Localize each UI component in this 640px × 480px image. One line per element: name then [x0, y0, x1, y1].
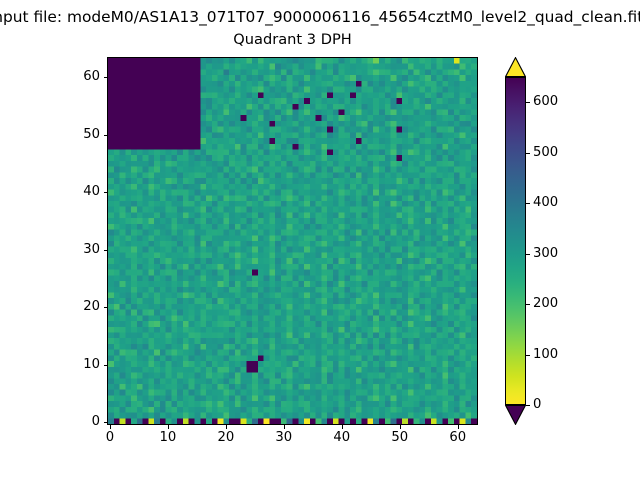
colorbar-extend-bottom-arrow-icon — [505, 405, 526, 425]
colorbar[interactable] — [505, 57, 526, 425]
x-tick-mark — [399, 425, 401, 429]
y-tick-mark — [103, 422, 107, 424]
y-tick-label: 50 — [83, 126, 100, 142]
x-tick-mark — [341, 425, 343, 429]
y-tick-mark — [103, 192, 107, 194]
y-tick-label: 60 — [83, 69, 100, 85]
x-tick-label: 10 — [159, 430, 177, 445]
colorbar-body[interactable] — [505, 77, 526, 405]
x-tick-label: 40 — [333, 430, 351, 445]
colorbar-tick-label: 400 — [533, 195, 559, 211]
colorbar-tick-label: 200 — [533, 296, 559, 312]
colorbar-tick-label: 300 — [533, 245, 559, 261]
axes-title: Quadrant 3 DPH — [233, 31, 352, 48]
colorbar-tick-mark — [526, 152, 530, 154]
colorbar-tick-mark — [526, 253, 530, 255]
y-tick-label: 10 — [83, 356, 100, 372]
x-tick-label: 30 — [275, 430, 293, 445]
colorbar-tick-label: 100 — [533, 346, 559, 362]
y-tick-mark — [103, 364, 107, 366]
x-tick-label: 60 — [449, 430, 467, 445]
x-tick-label: 20 — [217, 430, 235, 445]
y-tick-mark — [103, 307, 107, 309]
y-tick-mark — [103, 134, 107, 136]
heatmap-image[interactable] — [108, 58, 477, 424]
y-tick-label: 20 — [83, 299, 100, 315]
x-tick-label: 50 — [391, 430, 409, 445]
x-tick-mark — [225, 425, 227, 429]
figure-suptitle: Input file: modeM0/AS1A13_071T07_9000006… — [0, 8, 640, 26]
y-tick-label: 0 — [91, 414, 100, 430]
figure-suptitle-clip: Input file: modeM0/AS1A13_071T07_9000006… — [0, 5, 640, 29]
colorbar-tick-label: 600 — [533, 94, 559, 110]
y-tick-mark — [103, 249, 107, 251]
x-tick-mark — [109, 425, 111, 429]
colorbar-tick-mark — [526, 203, 530, 205]
x-tick-mark — [457, 425, 459, 429]
x-tick-label: 0 — [105, 430, 115, 445]
x-tick-mark — [283, 425, 285, 429]
colorbar-gradient — [506, 78, 525, 404]
colorbar-tick-mark — [526, 354, 530, 356]
y-tick-label: 30 — [83, 241, 100, 257]
x-tick-mark — [167, 425, 169, 429]
colorbar-tick-mark — [526, 102, 530, 104]
heatmap-axes[interactable] — [107, 57, 478, 425]
y-tick-label: 40 — [83, 184, 100, 200]
colorbar-tick-label: 500 — [533, 144, 559, 160]
colorbar-tick-mark — [526, 304, 530, 306]
y-tick-mark — [103, 77, 107, 79]
colorbar-extend-top-arrow-icon — [505, 57, 526, 77]
colorbar-tick-label: 0 — [533, 397, 542, 412]
colorbar-tick-mark — [526, 405, 530, 406]
